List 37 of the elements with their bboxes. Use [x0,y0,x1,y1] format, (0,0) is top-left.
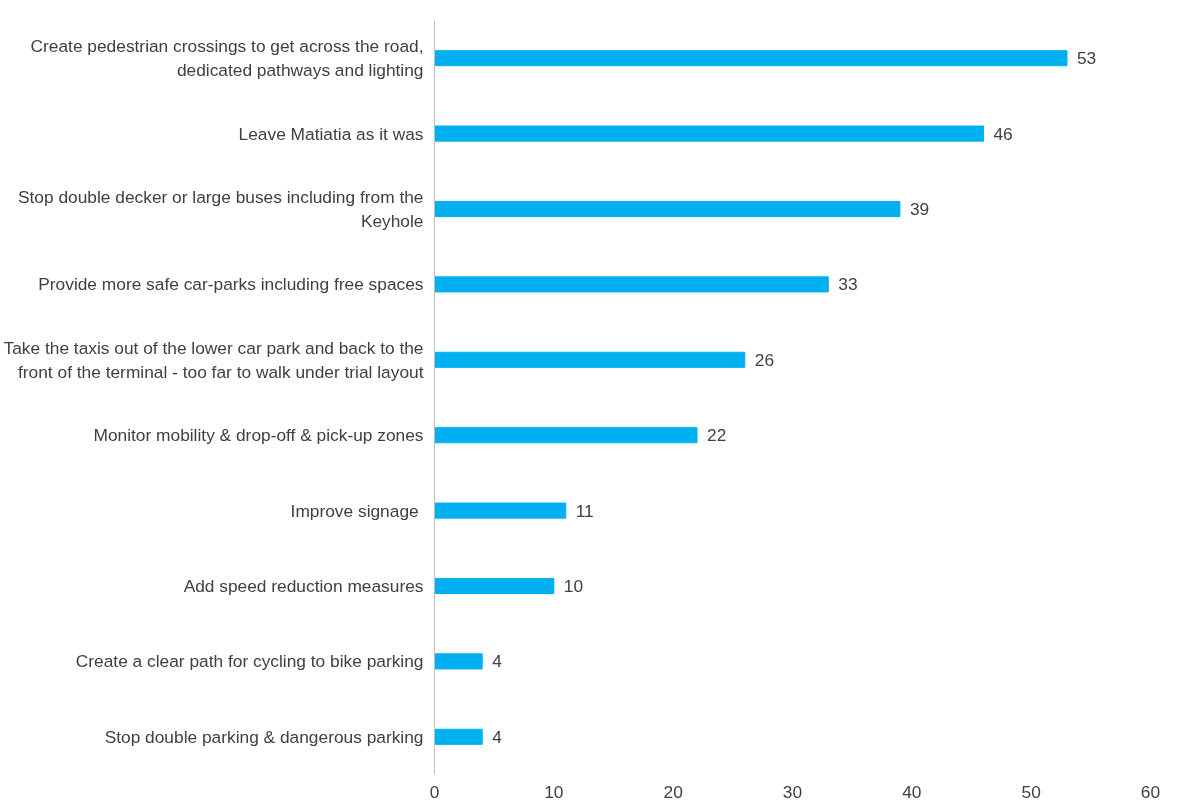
y-tick-label: Create a clear path for cycling to bike parking [75,651,424,672]
data-label: 39 [909,199,930,219]
bar [434,200,901,218]
data-label: 33 [838,274,858,295]
y-tick-label: Leave Matiatia as it was [238,123,424,144]
bar [434,50,1068,67]
x-tick-label: 50 [1021,781,1041,802]
data-label: 53 [1076,48,1097,69]
data-label: 26 [754,349,775,370]
x-tick-label: 20 [663,781,683,802]
y-tick-label: Take the taxis out of the lower car park and back to the front of the terminal - too far to walk under trial layout [3,337,424,382]
y-tick-label: Create pedestrian crossings to get across the road, dedicated pathways and lighting [30,36,424,81]
x-tick-label: 40 [902,781,922,802]
data-label: 22 [707,425,727,446]
bar [434,427,698,444]
bar [434,653,483,670]
data-label: 11 [575,500,594,521]
data-label: 46 [993,123,1013,144]
bar [434,351,746,368]
bar [434,276,829,293]
x-tick-label: 60 [1140,781,1161,802]
data-label: 4 [492,651,503,672]
y-tick-label: Improve signage [290,500,419,521]
bar [434,728,483,745]
data-label: 4 [492,726,503,747]
y-tick-label: Add speed reduction measures [183,576,424,596]
y-tick-label: Stop double decker or large buses including from the Keyhole [17,187,424,231]
data-label: 10 [563,576,584,596]
bar [434,577,555,595]
y-tick-label: Stop double parking & dangerous parking [104,726,424,747]
x-tick-label: 10 [544,781,564,802]
bar [434,125,984,142]
x-tick-label: 0 [429,781,440,802]
y-tick-label: Monitor mobility & drop-off & pick-up zones [93,425,424,446]
y-tick-label: Provide more safe car-parks including free spaces [38,274,424,295]
bar [434,502,567,519]
x-tick-label: 30 [782,781,803,802]
